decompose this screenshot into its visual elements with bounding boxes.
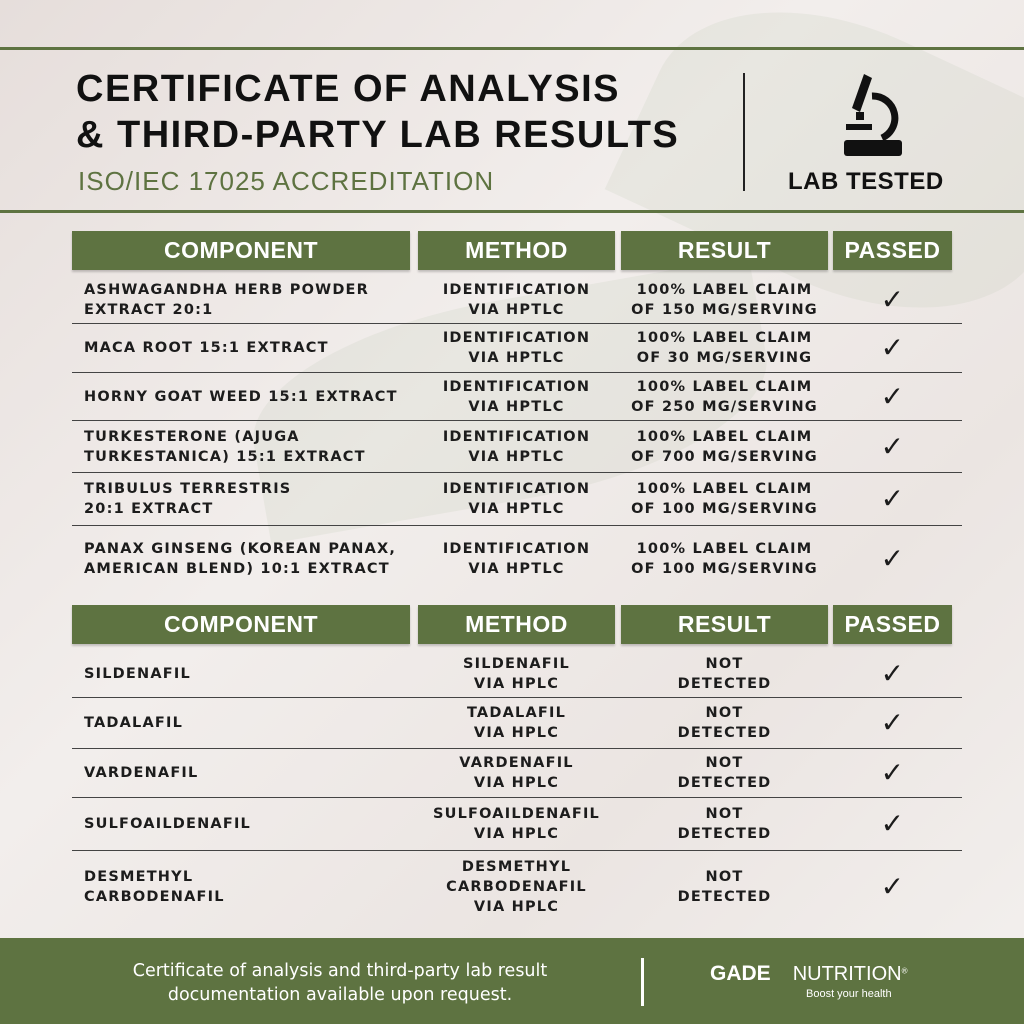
component-cell: VARDENAFIL: [84, 765, 199, 781]
checkmark-icon: ✓: [880, 656, 906, 690]
table-row: DESMETHYL CARBODENAFIL DESMETHYL CARBODEN…: [72, 851, 962, 922]
column-header-component: COMPONENT: [72, 605, 410, 644]
result-cell: 100% LABEL CLAIM OF 100 MG/SERVING: [631, 541, 818, 577]
component-cell: DESMETHYL CARBODENAFIL: [84, 868, 225, 905]
brand-name-2: NUTRITION: [792, 963, 902, 985]
top-rule: [0, 47, 1024, 50]
table-row: PANAX GINSENG (KOREAN PANAX, AMERICAN BL…: [72, 526, 962, 592]
table-row: HORNY GOAT WEED 15:1 EXTRACT IDENTIFICATI…: [72, 373, 962, 421]
brand-name: GADE: [710, 962, 771, 985]
result-cell: 100% LABEL CLAIM OF 100 MG/SERVING: [631, 481, 818, 517]
component-cell: SULFOAILDENAFIL: [84, 816, 251, 832]
column-header-method: METHOD: [418, 231, 615, 270]
divider: [743, 73, 745, 191]
result-cell: NOT DETECTED: [677, 755, 772, 791]
method-cell: IDENTIFICATION VIA HPTLC: [442, 330, 591, 366]
checkmark-icon: ✓: [880, 869, 906, 903]
result-cell: 100% LABEL CLAIM OF 250 MG/SERVING: [631, 378, 818, 415]
method-cell: VARDENAFIL VIA HPLC: [459, 755, 574, 791]
column-header-passed: PASSED: [833, 605, 952, 644]
table-row: TURKESTERONE (AJUGA TURKESTANICA) 15:1 E…: [72, 421, 962, 473]
lab-tested-badge: LAB TESTED: [788, 168, 944, 195]
result-cell: NOT DETECTED: [677, 806, 772, 842]
result-cell: 100% LABEL CLAIM OF 150 MG/SERVING: [631, 281, 818, 318]
method-cell: IDENTIFICATION VIA HPTLC: [442, 541, 591, 577]
component-cell: ASHWAGANDHA HERB POWDER EXTRACT 20:1: [84, 281, 370, 318]
component-cell: HORNY GOAT WEED 15:1 EXTRACT: [84, 388, 398, 405]
footer-note: Certificate of analysis and third-party …: [132, 961, 548, 1005]
method-cell: IDENTIFICATION VIA HPTLC: [442, 378, 591, 415]
result-cell: 100% LABEL CLAIM OF 700 MG/SERVING: [631, 428, 818, 465]
table-row: MACA ROOT 15:1 EXTRACT IDENTIFICATION VIA…: [72, 324, 962, 373]
component-cell: SILDENAFIL: [84, 665, 191, 682]
table-row: ASHWAGANDHA HERB POWDER EXTRACT 20:1 IDEN…: [72, 276, 962, 324]
component-cell: TADALAFIL: [84, 715, 184, 731]
table-row: SULFOAILDENAFIL SULFOAILDENAFIL VIA HPLC N…: [72, 798, 962, 851]
method-cell: IDENTIFICATION VIA HPTLC: [442, 281, 591, 318]
checkmark-icon: ✓: [880, 706, 906, 739]
result-cell: NOT DETECTED: [677, 868, 772, 905]
column-header-method: METHOD: [418, 605, 615, 644]
checkmark-icon: ✓: [880, 379, 906, 413]
column-header-result: RESULT: [621, 231, 828, 270]
method-cell: SULFOAILDENAFIL VIA HPLC: [433, 806, 600, 842]
column-header-component: COMPONENT: [72, 231, 410, 270]
table-row: SILDENAFIL SILDENAFIL VIA HPLC NOT DETECTE…: [72, 650, 962, 698]
component-cell: TURKESTERONE (AJUGA TURKESTANICA) 15:1 E…: [84, 428, 366, 465]
checkmark-icon: ✓: [880, 542, 906, 575]
page-subtitle: ISO/IEC 17025 ACCREDITATION: [78, 166, 495, 196]
brand-tagline: Boost your health: [806, 988, 892, 1000]
column-header-passed: PASSED: [833, 231, 952, 270]
table-row: TRIBULUS TERRESTRIS 20:1 EXTRACT IDENTIFI…: [72, 473, 962, 526]
checkmark-icon: ✓: [880, 482, 906, 515]
method-cell: SILDENAFIL VIA HPLC: [463, 655, 570, 692]
result-cell: NOT DETECTED: [677, 705, 772, 741]
component-cell: TRIBULUS TERRESTRIS 20:1 EXTRACT: [84, 481, 292, 517]
page-title-line1: CERTIFICATE OF ANALYSIS: [76, 68, 621, 110]
microscope-icon: [844, 74, 902, 156]
checkmark-icon: ✓: [880, 282, 906, 316]
table-row: VARDENAFIL VARDENAFIL VIA HPLC NOT DETECTE…: [72, 749, 962, 798]
checkmark-icon: ✓: [880, 429, 906, 463]
component-cell: MACA ROOT 15:1 EXTRACT: [84, 340, 329, 356]
header-rule: [0, 210, 1024, 213]
method-cell: IDENTIFICATION VIA HPTLC: [442, 428, 591, 465]
result-cell: 100% LABEL CLAIM OF 30 MG/SERVING: [636, 330, 813, 366]
brand-logo: GADE NUTRITION® Boost your health: [710, 962, 908, 1000]
component-cell: PANAX GINSENG (KOREAN PANAX, AMERICAN BL…: [84, 541, 397, 577]
footer-divider: [641, 958, 644, 1006]
checkmark-icon: ✓: [880, 807, 906, 840]
method-cell: TADALAFIL VIA HPLC: [466, 705, 567, 741]
registered-mark: ®: [901, 966, 908, 976]
column-header-result: RESULT: [621, 605, 828, 644]
checkmark-icon: ✓: [880, 756, 906, 789]
method-cell: DESMETHYL CARBODENAFIL VIA HPLC: [446, 858, 587, 915]
table-row: TADALAFIL TADALAFIL VIA HPLC NOT DETECTED ✓: [72, 698, 962, 749]
footer: Certificate of analysis and third-party …: [0, 938, 1024, 1024]
result-cell: NOT DETECTED: [677, 655, 772, 692]
method-cell: IDENTIFICATION VIA HPTLC: [442, 481, 591, 517]
page-title-line2: & THIRD-PARTY LAB RESULTS: [76, 114, 680, 156]
checkmark-icon: ✓: [880, 331, 906, 364]
